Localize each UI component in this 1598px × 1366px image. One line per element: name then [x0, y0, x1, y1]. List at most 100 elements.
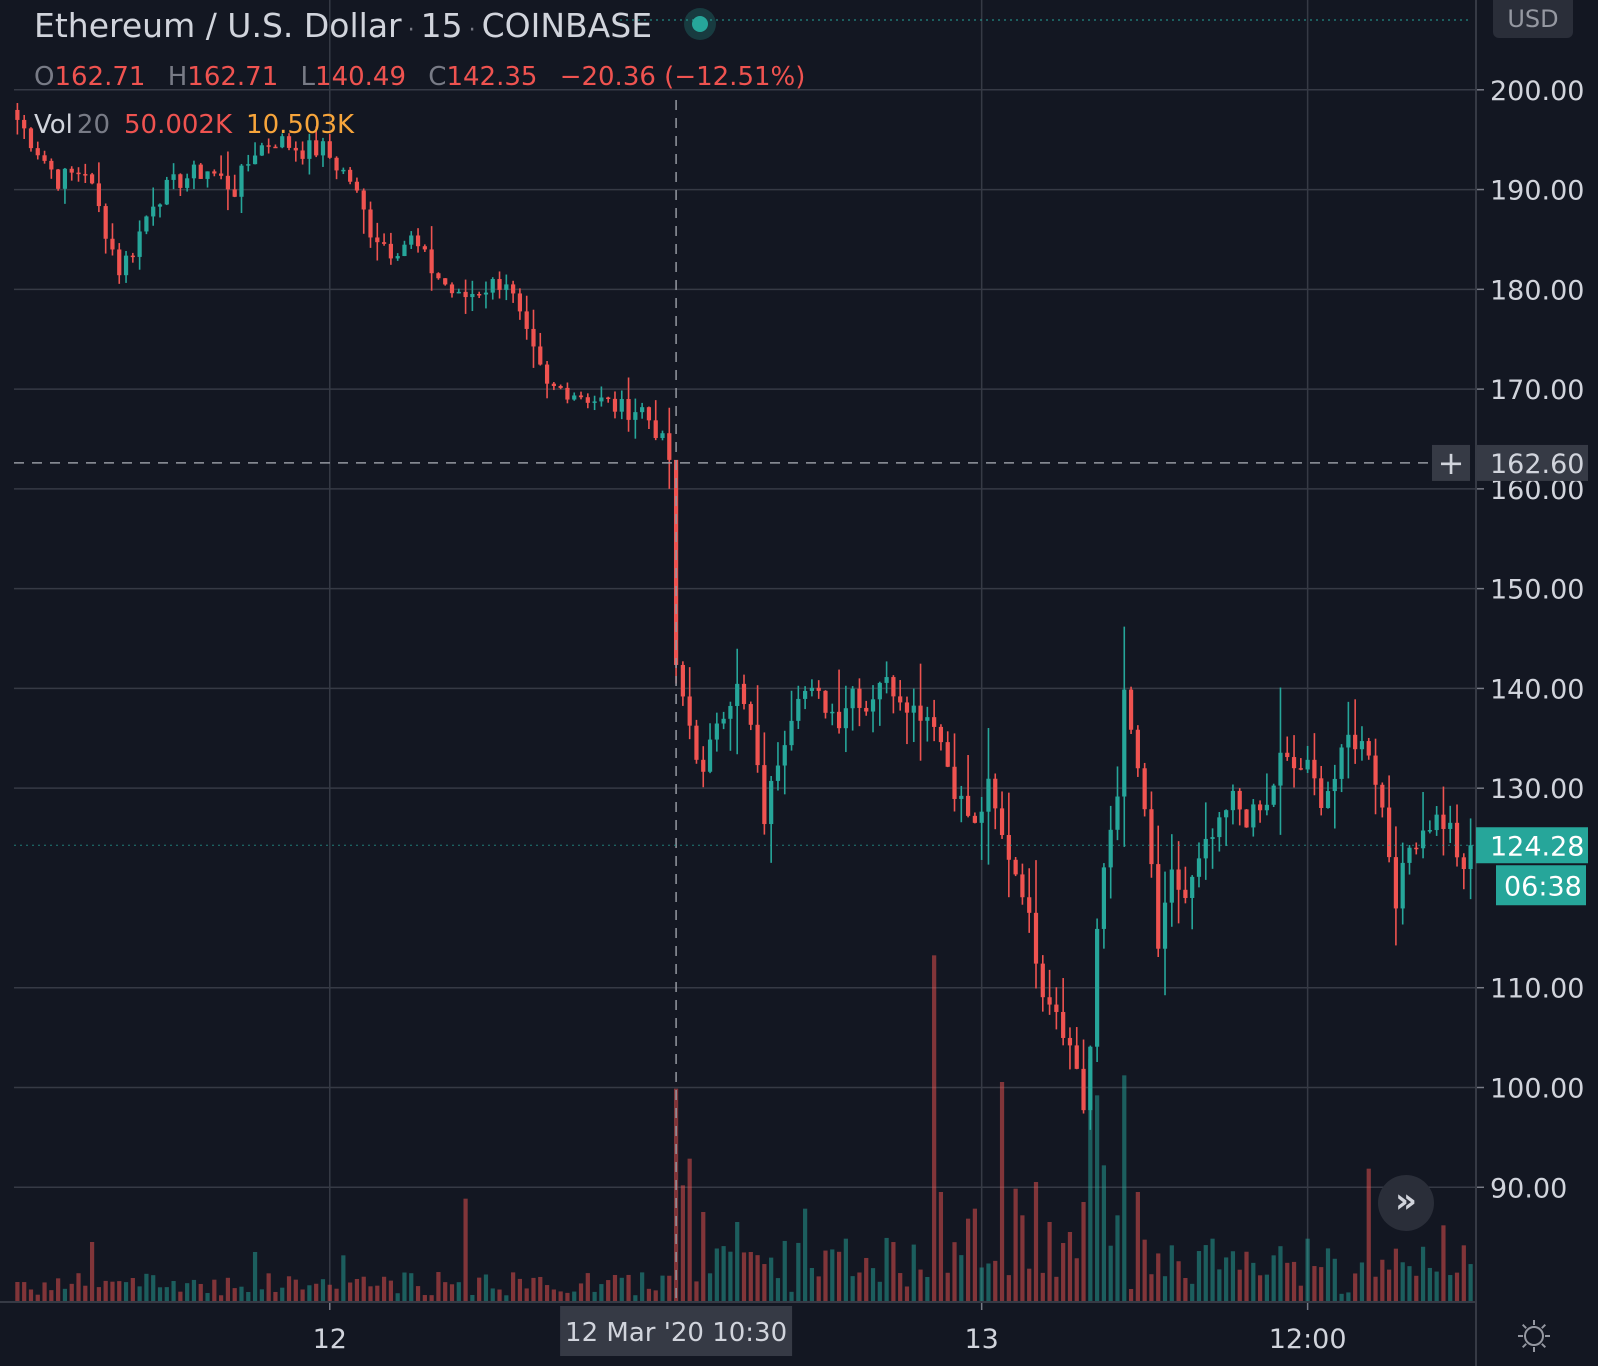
candle-body — [246, 164, 251, 166]
candle-body — [239, 165, 244, 197]
volume-bar — [375, 1285, 380, 1302]
volume-bar — [762, 1264, 767, 1302]
candle-body — [667, 433, 672, 460]
candle-body — [300, 150, 305, 159]
volume-bar — [1040, 1272, 1045, 1302]
candle-body — [1380, 784, 1385, 808]
volume-bar — [836, 1251, 842, 1302]
volume-bar — [945, 1272, 950, 1302]
candle-body — [1291, 757, 1297, 769]
volume-bar — [660, 1275, 665, 1302]
candle-body — [1420, 830, 1426, 849]
candle-body — [972, 815, 977, 823]
volume-bar — [348, 1282, 353, 1302]
volume-bar — [83, 1285, 88, 1302]
volume-bar — [843, 1238, 848, 1302]
volume-bar — [89, 1242, 95, 1302]
volume-bar — [1319, 1267, 1324, 1302]
candle-body — [110, 238, 115, 250]
crosshair-price-box — [1476, 444, 1588, 481]
candle-body — [368, 209, 373, 238]
market-status-icon[interactable] — [692, 15, 709, 32]
volume-bar — [151, 1275, 156, 1302]
candle-body — [735, 683, 740, 706]
volume-bar — [680, 1185, 685, 1302]
volume-bar — [979, 1267, 984, 1302]
candle-body — [1074, 1045, 1079, 1069]
gear-icon[interactable] — [1516, 1318, 1552, 1354]
candle-body — [511, 284, 516, 294]
exchange-label: COINBASE — [481, 6, 653, 45]
candle-body — [721, 718, 726, 724]
candle-body — [164, 179, 169, 205]
candle-body — [694, 725, 699, 760]
candle-body — [286, 136, 292, 148]
countdown-label: 06:38 — [1504, 871, 1582, 902]
volume-bar — [483, 1274, 489, 1302]
volume-bar — [354, 1278, 360, 1302]
currency-button[interactable]: USD — [1493, 0, 1573, 38]
volume-bar — [42, 1282, 47, 1302]
volume-study-name[interactable]: Vol — [34, 110, 73, 140]
candle-body — [606, 397, 611, 399]
candle-body — [1115, 796, 1120, 830]
volume-bar — [1135, 1192, 1140, 1302]
volume-bar — [361, 1276, 366, 1302]
volume-bar — [1027, 1268, 1032, 1302]
candle-body — [850, 688, 855, 709]
candle-body — [653, 420, 658, 439]
high-value: 162.71 — [187, 62, 279, 92]
volume-bar — [531, 1277, 536, 1302]
candle-body — [22, 119, 27, 129]
volume-bar — [212, 1279, 217, 1302]
candle-body — [1339, 747, 1344, 779]
low-label: L — [300, 62, 316, 92]
candle-body — [572, 395, 577, 400]
volume-bar — [694, 1281, 699, 1302]
volume-bar — [368, 1286, 373, 1302]
crosshair-time-box — [560, 1306, 793, 1356]
candle-body — [415, 235, 421, 247]
volume-bars — [15, 955, 1473, 1302]
volume-bar — [286, 1276, 292, 1302]
volume-bar — [511, 1272, 516, 1302]
candle-body — [137, 231, 142, 257]
volume-bar — [504, 1295, 509, 1302]
volume-bar — [1183, 1277, 1188, 1302]
candle-body — [884, 677, 889, 683]
candle-body — [1061, 1011, 1066, 1038]
double-chevron-right-icon[interactable]: » — [1378, 1175, 1434, 1231]
candle-body — [232, 189, 237, 197]
volume-bar — [1230, 1251, 1236, 1302]
candle-body — [1190, 876, 1195, 898]
volume-bar — [225, 1277, 231, 1302]
ohlc-values: O162.71 H162.71 L140.49 C142.35 −20.36 (… — [34, 57, 819, 97]
candle-body — [544, 364, 550, 384]
candle-body — [219, 173, 224, 176]
symbol-title[interactable]: Ethereum / U.S. Dollar — [34, 6, 402, 45]
candle-body — [938, 726, 944, 743]
candle-body — [1006, 835, 1011, 860]
volume-bar — [341, 1255, 346, 1302]
candle-body — [646, 407, 652, 421]
volume-bar — [123, 1282, 129, 1302]
volume-bar — [850, 1276, 855, 1302]
volume-bar — [314, 1283, 319, 1302]
candle-body — [945, 742, 950, 767]
candle-body — [891, 677, 896, 697]
volume-bar — [1237, 1269, 1242, 1302]
x-tick-label: 13 — [964, 1324, 998, 1355]
volume-bar — [1400, 1262, 1405, 1302]
candle-body — [1217, 817, 1222, 838]
candle-body — [796, 698, 801, 721]
candle-body — [925, 717, 930, 721]
candle-body — [1251, 804, 1256, 828]
volume-bar — [578, 1283, 584, 1302]
volume-bar — [1325, 1248, 1331, 1302]
volume-bar — [1359, 1262, 1365, 1302]
x-tick-label: 12:00 — [1269, 1324, 1347, 1355]
volume-bar — [721, 1246, 726, 1302]
interval-label[interactable]: 15 — [420, 6, 463, 45]
volume-bar — [137, 1286, 142, 1302]
